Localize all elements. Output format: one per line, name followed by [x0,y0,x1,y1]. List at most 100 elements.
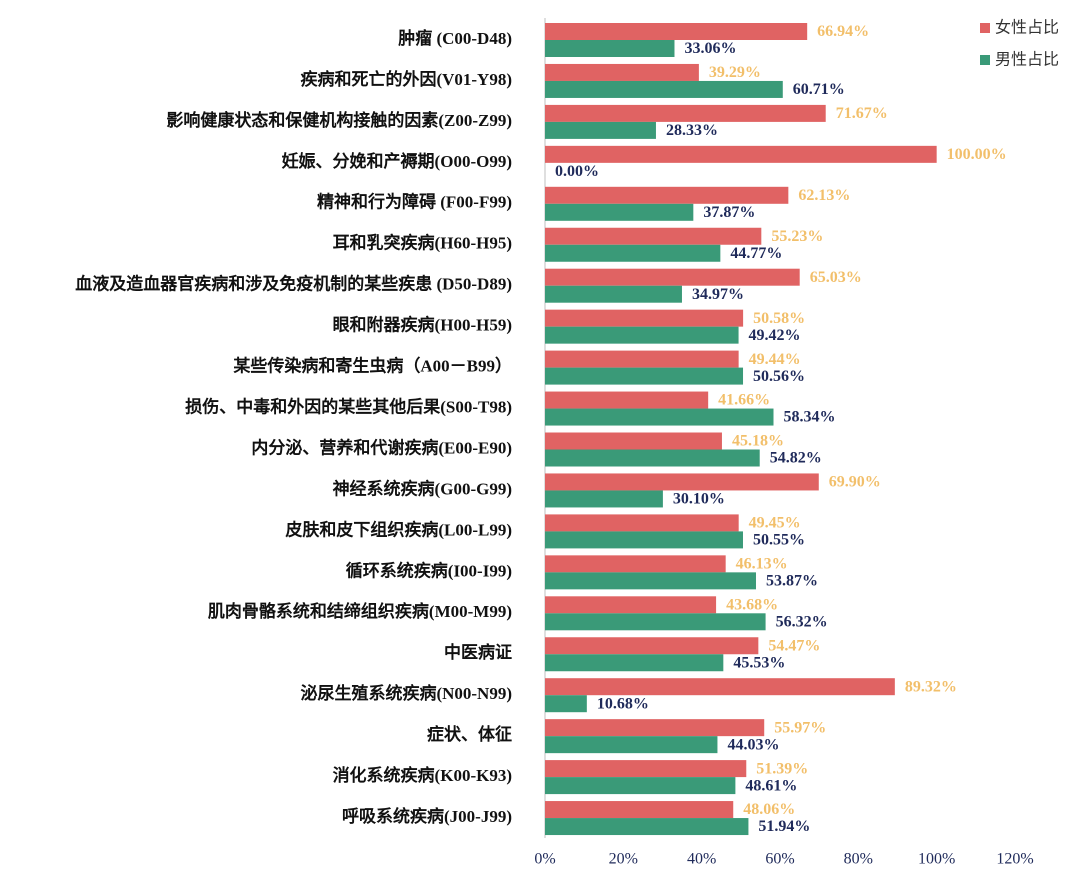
bar [545,309,744,327]
value-label: 89.32% [905,678,957,695]
bar [545,473,819,491]
bar [545,268,800,286]
bar [545,449,760,467]
bar [545,104,826,122]
category-label: 呼吸系统疾病(J00-J99) [342,806,512,826]
value-label: 30.10% [673,491,725,508]
bar [545,777,736,795]
bar [545,40,675,57]
bar [545,801,734,819]
legend-swatch [980,55,990,65]
bar [545,572,756,590]
category-label: 妊娠、分娩和产褥期(O00-O99) [282,151,512,171]
x-tick-label: 40% [687,851,716,868]
value-label: 34.97% [692,286,744,303]
legend-label: 女性占比 [995,18,1059,37]
value-label: 37.87% [703,204,755,221]
bar [545,736,718,754]
value-label: 49.42% [749,327,801,344]
value-label: 66.94% [817,23,869,40]
value-label: 50.58% [753,310,805,327]
value-label: 60.71% [793,81,845,98]
value-label: 55.97% [774,719,826,736]
value-label: 33.06% [684,40,736,57]
category-label: 症状、体征 [427,724,512,744]
x-tick-label: 100% [918,851,955,868]
category-label: 某些传染病和寄生虫病（A00－B99） [233,356,512,376]
bar [545,80,783,98]
category-label: 肌肉骨骼系统和结缔组织疾病(M00-M99) [208,601,512,621]
value-label: 43.68% [726,596,778,613]
bar [545,367,744,385]
category-label: 肿瘤 (C00-D48) [398,28,512,48]
bar [545,203,694,221]
value-label: 44.77% [730,245,782,262]
bar [545,244,721,262]
value-label: 48.06% [743,801,795,818]
x-tick-label: 120% [996,851,1033,868]
bar [545,391,709,409]
category-label: 血液及造血器官疾病和涉及免疫机制的某些疾患 (D50-D89) [75,274,512,294]
value-label: 54.47% [768,637,820,654]
category-label: 消化系统疾病(K00-K93) [333,765,512,785]
x-tick-label: 80% [844,851,873,868]
bar [545,145,937,163]
value-label: 28.33% [666,122,718,139]
value-label: 56.32% [776,613,828,630]
category-label: 损伤、中毒和外因的某些其他后果(S00-T98) [185,396,512,416]
value-label: 53.87% [766,573,818,590]
value-label: 10.68% [597,695,649,712]
category-label: 耳和乳突疾病(H60-H95) [333,233,512,253]
bar [545,121,656,139]
category-label: 内分泌、营养和代谢疾病(E00-E90) [251,437,512,457]
value-label: 50.56% [753,368,805,385]
bar [545,408,774,426]
value-label: 50.55% [753,532,805,549]
value-label: 58.34% [783,409,835,426]
category-label: 疾病和死亡的外因(V01-Y98) [300,69,512,89]
category-label: 泌尿生殖系统疾病(N00-N99) [300,683,512,703]
value-label: 45.53% [733,654,785,671]
value-label: 65.03% [810,269,862,286]
legend-label: 男性占比 [995,50,1059,69]
value-label: 44.03% [727,736,779,753]
bar [545,818,749,836]
value-label: 46.13% [736,556,788,573]
value-label: 51.39% [756,760,808,777]
value-label: 41.66% [718,392,770,409]
value-label: 49.44% [749,351,801,368]
value-label: 51.94% [758,818,810,835]
bar [545,531,743,549]
value-label: 0.00% [555,163,599,180]
bar [545,23,808,40]
bar [545,695,587,713]
value-label: 55.23% [771,228,823,245]
value-label: 49.45% [749,515,801,532]
value-label: 54.82% [770,450,822,467]
x-tick-label: 60% [765,851,794,868]
value-label: 45.18% [732,433,784,450]
bar [545,227,762,245]
category-label: 精神和行为障碍 (F00-F99) [317,192,512,212]
bar [545,432,722,450]
x-tick-label: 0% [534,851,555,868]
bar [545,678,895,696]
legend-swatch [980,23,990,33]
value-label: 62.13% [798,187,850,204]
category-label: 神经系统疾病(G00-G99) [333,478,512,498]
bar [545,350,739,368]
bar [545,326,739,344]
bar [545,613,766,631]
category-label: 皮肤和皮下组织疾病(L00-L99) [285,519,512,539]
category-label: 影响健康状态和保健机构接触的因素(Z00-Z99) [166,110,512,130]
bar [545,760,747,778]
value-label: 48.61% [745,777,797,794]
bar [545,654,724,672]
value-label: 69.90% [829,474,881,491]
bar [545,637,759,655]
bar [545,63,699,81]
bar [545,596,717,614]
category-label: 眼和附器疾病(H00-H59) [333,315,512,335]
bar [545,490,663,508]
